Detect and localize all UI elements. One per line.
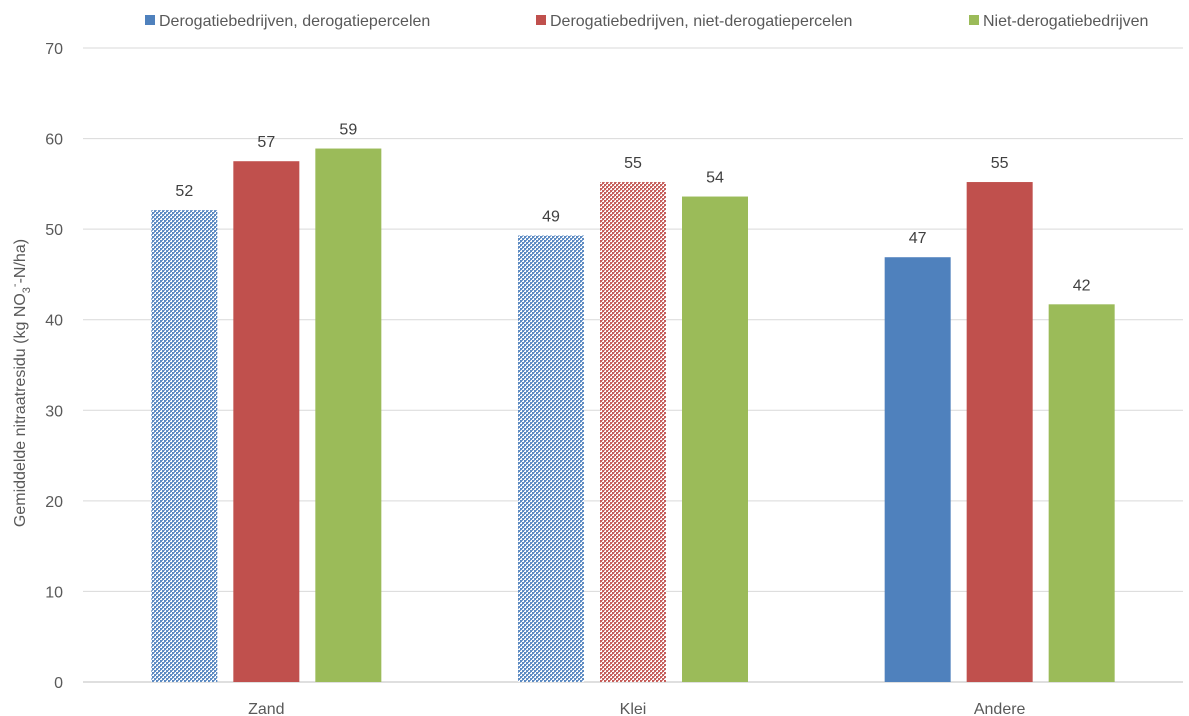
y-axis-ticks: 0 10 20 30 40 50 60 70 [45, 41, 63, 692]
y-tick-label: 50 [45, 222, 63, 239]
y-tick-label: 70 [45, 41, 63, 58]
legend: Derogatiebedrijven, derogatiepercelen Der… [145, 13, 1148, 30]
bars [151, 148, 1115, 683]
y-tick-label: 60 [45, 132, 63, 149]
legend-entry: Niet-derogatiebedrijven [983, 13, 1148, 30]
y-tick-label: 30 [45, 403, 63, 420]
bar [151, 210, 218, 682]
data-label: 47 [909, 230, 927, 247]
x-axis-categories: Zand Klei Andere [248, 701, 1025, 716]
data-label: 52 [175, 183, 193, 200]
legend-swatch [536, 15, 546, 25]
data-label: 54 [706, 170, 724, 187]
bar [233, 161, 300, 682]
legend-swatch [145, 15, 155, 25]
legend-swatch [969, 15, 979, 25]
data-label: 49 [542, 208, 560, 225]
data-label: 42 [1073, 277, 1091, 294]
legend-entry: Derogatiebedrijven, niet-derogatiepercel… [550, 13, 852, 30]
bar [1048, 304, 1115, 682]
x-tick-label: Andere [974, 701, 1026, 716]
x-tick-label: Zand [248, 701, 284, 716]
bar [315, 148, 382, 682]
data-label: 55 [991, 155, 1009, 172]
y-tick-label: 40 [45, 313, 63, 330]
data-label: 57 [257, 134, 275, 151]
legend-entry: Derogatiebedrijven, derogatiepercelen [159, 13, 430, 30]
bar [600, 182, 666, 682]
y-tick-label: 0 [54, 675, 63, 692]
y-tick-label: 20 [45, 494, 63, 511]
y-axis-label: Gemiddelde nitraatresidu (kg NO3--N/ha) [9, 239, 33, 527]
data-label: 55 [624, 155, 642, 172]
bar [518, 235, 584, 683]
data-label: 59 [339, 122, 357, 139]
data-labels: 52 57 59 49 55 54 47 55 42 [175, 122, 1090, 295]
bar [966, 182, 1033, 682]
x-tick-label: Klei [620, 701, 647, 716]
y-tick-label: 10 [45, 584, 63, 601]
bar [884, 257, 951, 682]
bar [682, 196, 748, 682]
